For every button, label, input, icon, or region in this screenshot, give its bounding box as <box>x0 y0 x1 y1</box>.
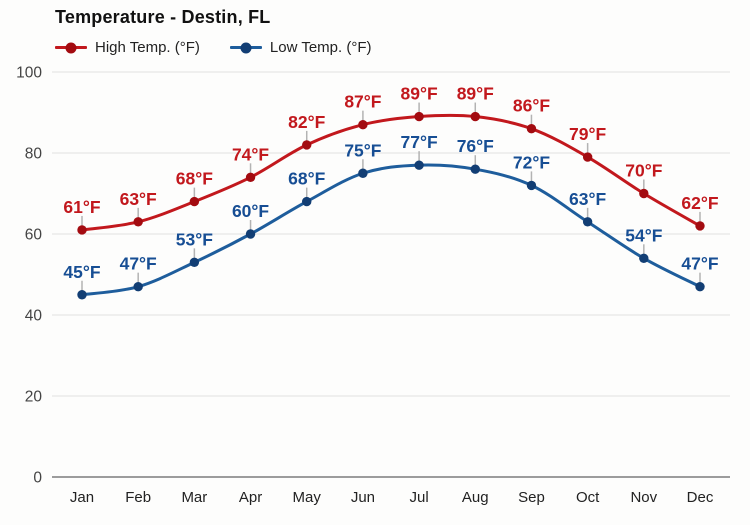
data-point-label-low: 53°F <box>176 229 213 249</box>
data-point-marker-low <box>470 164 480 174</box>
data-point-marker-low <box>358 168 368 178</box>
legend-label-low-temp: Low Temp. (°F) <box>269 39 372 56</box>
data-point-marker-high <box>470 111 480 122</box>
x-tick-label: Sep <box>518 489 545 506</box>
data-point-label-low: 47°F <box>681 254 718 274</box>
data-point-label-high: 62°F <box>681 193 718 213</box>
data-point-marker-low <box>245 229 256 239</box>
legend-item-high-temp: High Temp. (°F) <box>55 39 200 56</box>
data-point-label-low: 77°F <box>401 132 438 152</box>
legend-item-low-temp: Low Temp. (°F) <box>229 39 372 56</box>
data-point-label-low: 45°F <box>63 262 100 282</box>
data-point-marker-low <box>526 180 537 191</box>
data-point-marker-high <box>639 188 649 199</box>
data-point-marker-low <box>639 253 649 263</box>
data-point-label-low: 54°F <box>625 225 662 245</box>
series-line-high <box>81 113 701 232</box>
y-tick-label: 100 <box>16 65 42 82</box>
data-point-label-low: 75°F <box>344 140 381 160</box>
data-point-label-high: 86°F <box>513 96 550 116</box>
data-point-label-high: 79°F <box>569 124 606 144</box>
data-point-marker-low <box>133 281 143 292</box>
x-tick-label: Apr <box>239 489 262 506</box>
y-tick-label: 60 <box>25 227 43 244</box>
high-temp-dot-icon <box>65 42 77 53</box>
data-point-marker-high <box>582 152 593 162</box>
data-point-label-high: 61°F <box>63 197 100 217</box>
x-tick-label: Jun <box>351 489 375 506</box>
data-point-label-low: 47°F <box>120 254 157 274</box>
data-point-label-high: 89°F <box>401 84 438 104</box>
y-tick-label: 80 <box>25 146 43 163</box>
low-temp-dot-icon <box>240 42 252 53</box>
data-point-label-high: 87°F <box>344 92 381 112</box>
data-point-label-high: 68°F <box>176 169 213 189</box>
data-point-marker-low <box>582 217 593 227</box>
x-tick-label: Jan <box>70 489 94 506</box>
data-point-marker-high <box>414 111 424 122</box>
data-point-label-high: 74°F <box>232 144 269 164</box>
chart-title: Temperature - Destin, FL <box>55 7 271 27</box>
data-point-label-low: 76°F <box>457 136 494 156</box>
data-point-label-high: 89°F <box>457 84 494 104</box>
data-point-marker-high <box>526 124 537 134</box>
data-point-marker-low <box>695 281 705 292</box>
data-point-marker-low <box>189 257 200 268</box>
x-tick-label: Oct <box>576 489 600 506</box>
data-point-label-high: 63°F <box>120 189 157 209</box>
series-line-low <box>81 163 701 297</box>
data-point-marker-high <box>245 172 256 182</box>
data-point-marker-high <box>695 221 705 231</box>
data-point-label-low: 72°F <box>513 152 550 172</box>
data-point-label-low: 63°F <box>569 189 606 209</box>
low-temp-series-marker-icon <box>229 42 262 53</box>
data-point-marker-high <box>302 140 312 150</box>
data-point-marker-low <box>77 290 87 300</box>
legend-label-high-temp: High Temp. (°F) <box>95 39 200 56</box>
x-tick-label: Nov <box>630 489 657 506</box>
data-point-marker-high <box>358 119 368 130</box>
x-tick-label: Dec <box>687 489 714 506</box>
data-point-marker-high <box>133 217 143 227</box>
legend: High Temp. (°F) Low Temp. (°F) <box>55 39 372 56</box>
data-point-label-low: 60°F <box>232 201 269 221</box>
data-point-label-high: 82°F <box>288 112 325 132</box>
y-tick-label: 20 <box>25 389 43 406</box>
data-point-label-low: 68°F <box>288 169 325 189</box>
high-temp-series-marker-icon <box>55 42 87 53</box>
y-tick-label: 40 <box>25 308 43 325</box>
x-tick-label: Jul <box>409 489 428 506</box>
x-tick-label: May <box>293 489 322 506</box>
data-point-marker-low <box>414 160 424 170</box>
data-point-marker-low <box>302 196 312 207</box>
x-tick-label: Mar <box>181 489 207 506</box>
x-tick-label: Aug <box>462 489 489 506</box>
x-tick-label: Feb <box>125 489 151 506</box>
data-point-label-high: 70°F <box>625 161 662 181</box>
data-point-marker-high <box>77 225 87 235</box>
data-point-marker-high <box>189 196 200 207</box>
y-tick-label: 0 <box>33 470 42 487</box>
